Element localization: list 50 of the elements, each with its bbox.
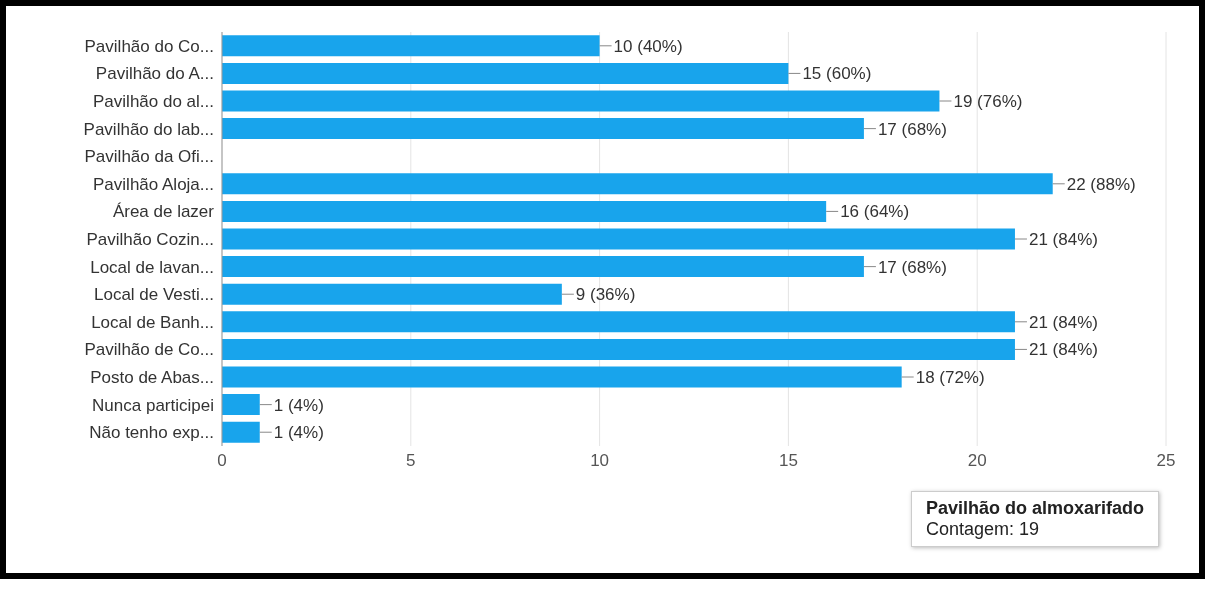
- bar: [222, 90, 940, 112]
- y-tick-label: Pavilhão de Co...: [84, 340, 214, 360]
- bar: [222, 421, 260, 443]
- bar: [222, 311, 1015, 333]
- y-tick-label: Pavilhão Aloja...: [93, 174, 214, 194]
- y-tick-label: Posto de Abas...: [90, 368, 214, 388]
- bar: [222, 173, 1053, 195]
- bar: [222, 62, 789, 84]
- y-tick-label: Local de Vesti...: [93, 285, 214, 305]
- text: Pavilhão do almoxarifado Contagem: 19: [925, 498, 1144, 540]
- x-tick-label: 25: [1156, 451, 1176, 471]
- y-tick-label: Não tenho exp...: [89, 423, 214, 443]
- bar: [222, 118, 864, 140]
- bar: [222, 394, 260, 416]
- data-label: 17 (68%): [877, 119, 947, 139]
- bar: [222, 338, 1015, 360]
- data-label: 19 (76%): [953, 92, 1023, 112]
- bar: [222, 366, 902, 388]
- x-tick-label: 20: [967, 451, 987, 471]
- y-tick-label: Local de lavan...: [90, 257, 214, 277]
- x-tick-label: 5: [406, 451, 416, 471]
- data-label: 18 (72%): [915, 368, 985, 388]
- data-label: 15 (60%): [802, 64, 872, 84]
- data-label: 17 (68%): [877, 257, 947, 277]
- data-label: 21 (84%): [1028, 340, 1098, 360]
- data-label: 10 (40%): [613, 36, 683, 56]
- bar: [222, 283, 562, 305]
- y-tick-label: Pavilhão da Ofi...: [84, 147, 214, 167]
- bar: [222, 200, 827, 222]
- data-label: 1 (4%): [273, 423, 324, 443]
- y-tick-label: Pavilhão do al...: [93, 92, 214, 112]
- x-tick-label: 15: [778, 451, 798, 471]
- y-tick-label: Pavilhão do A...: [95, 64, 214, 84]
- y-tick-label: Área de lazer: [112, 202, 215, 222]
- x-tick-label: 0: [217, 451, 227, 471]
- y-tick-label: Pavilhão Cozin...: [86, 230, 214, 250]
- bar: [222, 256, 864, 278]
- data-label: 21 (84%): [1028, 312, 1098, 332]
- data-label: 16 (64%): [840, 202, 910, 222]
- data-label: 9 (36%): [575, 285, 636, 305]
- bar: [222, 35, 600, 57]
- bar: [222, 228, 1015, 250]
- y-tick-label: Pavilhão do lab...: [83, 119, 214, 139]
- x-tick-label: 10: [590, 451, 610, 471]
- y-tick-label: Nunca participei: [92, 395, 214, 415]
- y-tick-label: Local de Banh...: [91, 312, 214, 332]
- data-label: 21 (84%): [1028, 230, 1098, 250]
- data-label: 1 (4%): [273, 395, 324, 415]
- y-tick-label: Pavilhão do Co...: [84, 36, 214, 56]
- data-label: 22 (88%): [1066, 174, 1136, 194]
